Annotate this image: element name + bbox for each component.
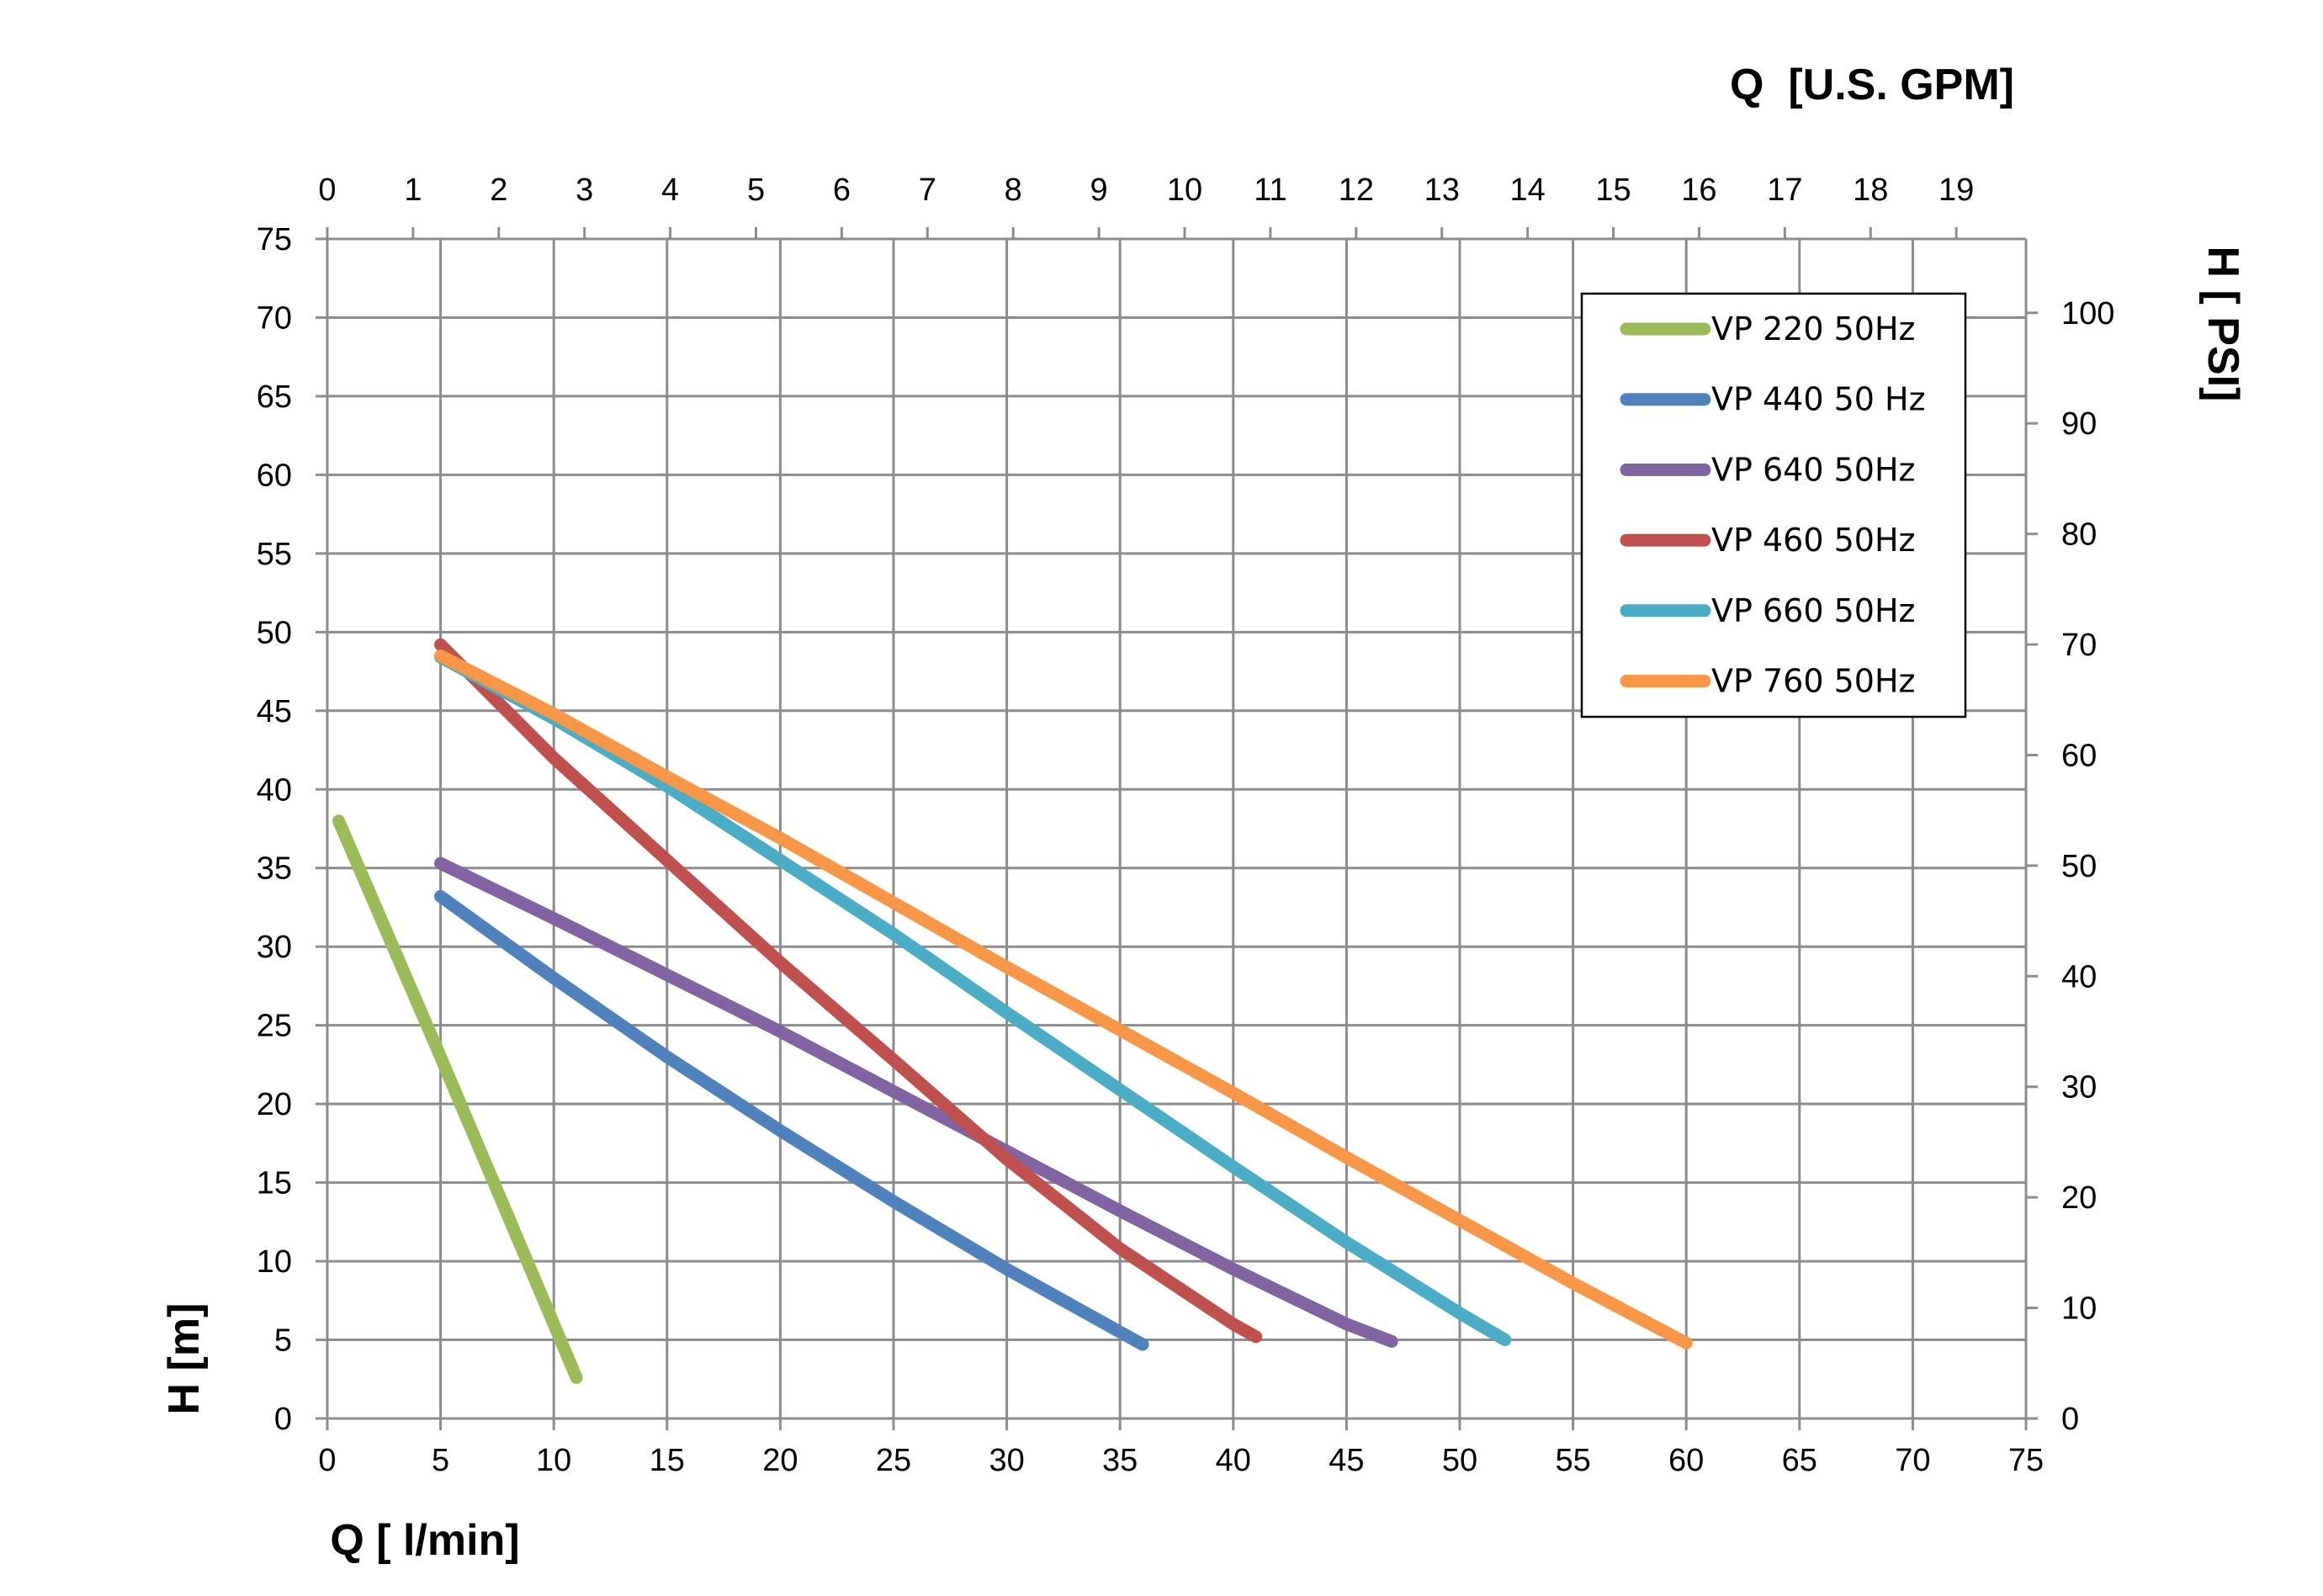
x-bottom-tick-label: 50 <box>1442 1443 1477 1478</box>
x-bottom-tick-label: 65 <box>1782 1443 1817 1478</box>
y-left-tick-label: 15 <box>257 1166 292 1201</box>
series-line <box>332 814 583 1384</box>
y-right-tick-label: 50 <box>2061 849 2097 884</box>
y-left-tick-label: 45 <box>257 694 292 729</box>
x-top-tick-label: 0 <box>318 172 336 208</box>
x-bottom-tick-label: 30 <box>989 1443 1024 1478</box>
x-bottom-tick-label: 75 <box>2008 1443 2044 1478</box>
y-left-tick-label: 30 <box>257 930 292 965</box>
y-left-tick-label: 75 <box>257 222 292 257</box>
y-right-tick-label: 40 <box>2061 959 2097 994</box>
y-right-tick-label: 20 <box>2061 1180 2097 1216</box>
series-line <box>434 649 1693 1349</box>
x-top-tick-label: 6 <box>833 172 851 208</box>
x-top-tick-label: 8 <box>1005 172 1022 208</box>
x-bottom-tick-label: 20 <box>762 1443 798 1478</box>
y-left-tick-label: 25 <box>257 1009 292 1044</box>
legend-label: VP 760 50Hz <box>1711 663 1915 700</box>
y-left-tick-label: 70 <box>257 300 292 336</box>
legend-box <box>1580 292 1967 718</box>
y-left-tick-label: 40 <box>257 772 292 808</box>
x-top-tick-label: 10 <box>1167 172 1202 208</box>
top-axis-title: Q [U.S. GPM] <box>1730 61 2014 109</box>
y-left-tick-label: 50 <box>257 615 292 650</box>
series-line <box>434 638 1263 1344</box>
right-axis-title: H [ PSI] <box>2198 247 2247 402</box>
x-top-tick-label: 4 <box>661 172 679 208</box>
x-bottom-tick-label: 60 <box>1668 1443 1704 1478</box>
legend-label: VP 660 50Hz <box>1711 592 1915 629</box>
x-bottom-tick-label: 15 <box>650 1443 685 1478</box>
series-lines <box>332 638 1693 1384</box>
axes <box>316 227 2038 1430</box>
x-bottom-tick-label: 0 <box>318 1443 336 1478</box>
legend-label: VP 440 50 Hz <box>1711 381 1926 418</box>
y-right-tick-label: 90 <box>2061 406 2097 442</box>
legend-label: VP 640 50Hz <box>1711 451 1915 488</box>
x-top-tick-label: 7 <box>919 172 936 208</box>
y-right-tick-label: 100 <box>2061 296 2114 331</box>
series-line <box>434 650 1512 1346</box>
x-bottom-tick-label: 5 <box>432 1443 449 1478</box>
series-line <box>434 856 1398 1348</box>
series-line <box>434 889 1149 1351</box>
x-top-tick-label: 3 <box>575 172 593 208</box>
x-top-tick-label: 11 <box>1254 172 1286 208</box>
x-bottom-tick-label: 25 <box>876 1443 911 1478</box>
x-top-tick-label: 5 <box>747 172 765 208</box>
x-top-tick-label: 19 <box>1938 172 1974 208</box>
x-top-tick-label: 15 <box>1595 172 1631 208</box>
legend-label: VP 460 50Hz <box>1711 522 1915 559</box>
y-right-tick-label: 30 <box>2061 1070 2097 1106</box>
y-right-tick-label: 80 <box>2061 517 2097 553</box>
left-axis-title: H [m] <box>160 1303 209 1415</box>
y-left-tick-label: 20 <box>257 1087 292 1122</box>
legend: VP 220 50Hz VP 440 50 Hz VP 640 50Hz VP 460… <box>1580 292 1967 718</box>
y-left-tick-label: 35 <box>257 851 292 887</box>
y-left-tick-label: 10 <box>257 1244 292 1280</box>
y-left-tick-label: 60 <box>257 458 292 493</box>
tick-labels: 0 5 10 15 20 25 30 35 40 45 50 55 60 65 70 750510152025… <box>257 172 2115 1478</box>
x-top-tick-label: 18 <box>1853 172 1888 208</box>
x-bottom-tick-label: 55 <box>1555 1443 1590 1478</box>
y-left-tick-label: 0 <box>274 1402 292 1437</box>
y-right-tick-label: 10 <box>2061 1291 2097 1327</box>
bottom-axis-title: Q [ l/min] <box>330 1516 519 1565</box>
y-left-tick-label: 65 <box>257 379 292 415</box>
x-top-tick-label: 2 <box>490 172 507 208</box>
x-bottom-tick-label: 70 <box>1895 1443 1930 1478</box>
x-top-tick-label: 13 <box>1424 172 1460 208</box>
x-top-tick-label: 9 <box>1090 172 1108 208</box>
x-top-tick-label: 14 <box>1509 172 1545 208</box>
y-left-tick-label: 55 <box>257 537 292 572</box>
x-top-tick-label: 16 <box>1681 172 1716 208</box>
x-bottom-tick-label: 40 <box>1216 1443 1251 1478</box>
y-right-tick-label: 60 <box>2061 738 2097 773</box>
x-bottom-tick-label: 45 <box>1329 1443 1364 1478</box>
y-left-tick-label: 5 <box>274 1323 292 1359</box>
x-top-tick-label: 12 <box>1339 172 1374 208</box>
x-top-tick-label: 17 <box>1767 172 1802 208</box>
legend-label: VP 220 50Hz <box>1711 310 1915 347</box>
y-right-tick-label: 70 <box>2061 628 2097 663</box>
x-top-tick-label: 1 <box>404 172 422 208</box>
x-bottom-tick-label: 35 <box>1102 1443 1138 1478</box>
y-right-tick-label: 0 <box>2061 1402 2079 1437</box>
x-bottom-tick-label: 10 <box>536 1443 571 1478</box>
